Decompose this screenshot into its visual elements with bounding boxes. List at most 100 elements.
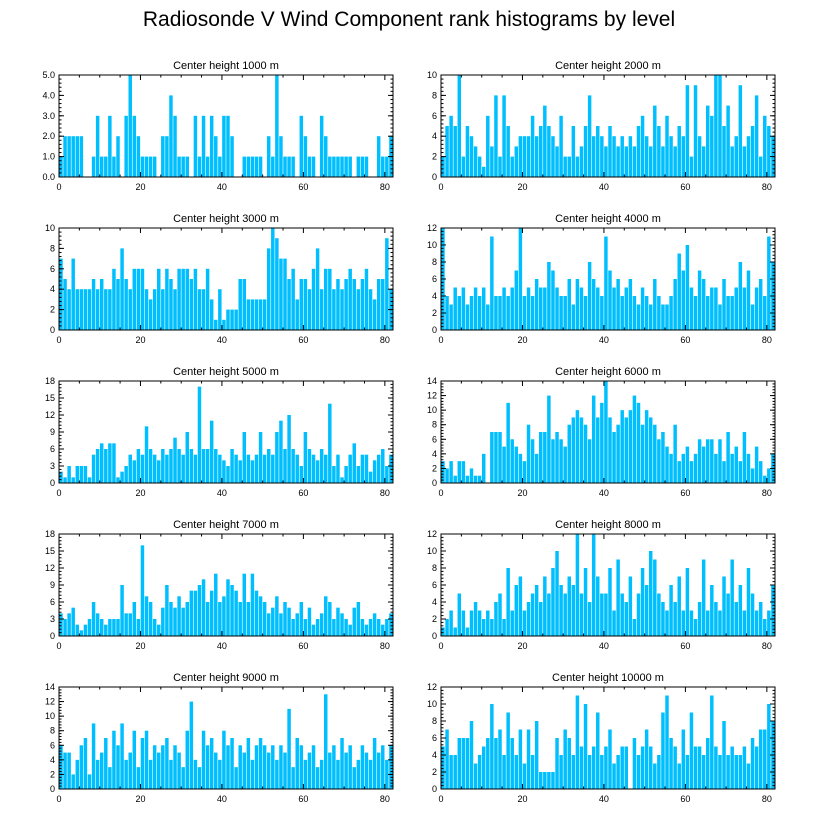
bar	[271, 228, 275, 330]
bar	[718, 439, 722, 483]
bar	[271, 156, 275, 177]
bar	[148, 299, 153, 330]
bar	[502, 95, 506, 177]
y-tick-label: 18	[45, 376, 55, 386]
bar	[71, 136, 75, 177]
bar	[315, 767, 320, 789]
bar	[640, 287, 645, 330]
bar	[661, 602, 665, 636]
bar	[653, 424, 657, 483]
bar	[112, 619, 116, 636]
bar	[473, 475, 478, 483]
bar	[132, 268, 137, 330]
bar	[71, 607, 75, 636]
bar	[510, 610, 514, 636]
bar	[340, 738, 344, 789]
x-tick-label: 0	[438, 182, 443, 192]
panel-title: Center height 6000 m	[555, 366, 661, 378]
bar	[685, 568, 690, 636]
bar	[763, 296, 767, 330]
bar	[364, 454, 369, 483]
bar	[307, 607, 312, 636]
bar	[477, 296, 482, 330]
bar	[169, 449, 173, 483]
bar	[332, 156, 336, 177]
bar	[59, 471, 63, 483]
bar	[104, 156, 108, 177]
bar	[604, 146, 608, 177]
bar	[526, 136, 531, 177]
bar	[291, 619, 295, 636]
bar	[461, 461, 466, 483]
plot-frame	[58, 74, 394, 178]
bar	[530, 593, 535, 636]
bar	[677, 253, 681, 330]
bar	[266, 449, 271, 483]
bar	[750, 304, 755, 330]
bar	[214, 449, 218, 483]
bar	[344, 752, 348, 789]
bar	[181, 454, 185, 483]
bar	[152, 156, 157, 177]
bar	[287, 708, 291, 789]
bar	[453, 627, 457, 636]
bar	[445, 619, 449, 636]
x-tick-label: 20	[135, 182, 145, 192]
bar	[502, 287, 506, 330]
bar	[701, 446, 706, 483]
x-tick-label: 60	[298, 182, 308, 192]
bar	[469, 610, 474, 636]
bar	[551, 772, 555, 789]
bar	[230, 738, 234, 789]
bar	[669, 296, 673, 330]
bar	[112, 156, 116, 177]
bar	[600, 593, 604, 636]
bar	[571, 126, 576, 177]
bar	[746, 763, 751, 789]
bar	[385, 156, 389, 177]
bar	[547, 593, 551, 636]
bar	[563, 446, 567, 483]
bar	[83, 289, 88, 330]
bar	[254, 590, 259, 636]
bar	[193, 454, 198, 483]
bar	[319, 613, 324, 636]
bar	[473, 287, 478, 330]
bar	[612, 610, 616, 636]
bar	[624, 602, 629, 636]
bar	[681, 729, 686, 789]
bar	[587, 95, 592, 177]
x-tick-label: 60	[298, 488, 308, 498]
bar	[567, 738, 571, 789]
panel-8: Center height 8000 m 0 20 40 60 80 0 2 4 6 8 10 12	[427, 519, 776, 651]
bar	[364, 752, 369, 789]
bar	[697, 270, 702, 330]
bar	[490, 704, 494, 789]
bar	[758, 279, 763, 330]
bar	[477, 475, 482, 483]
bar	[328, 403, 332, 483]
bar	[498, 593, 502, 636]
bar	[99, 279, 104, 330]
y-tick-label: 2.0	[42, 131, 55, 141]
bar	[661, 432, 665, 483]
bar	[348, 624, 352, 636]
x-tick-label: 80	[380, 488, 390, 498]
bar	[620, 593, 624, 636]
bar	[205, 602, 210, 636]
bar	[608, 568, 612, 636]
bar	[722, 461, 726, 483]
bar	[99, 619, 104, 636]
bar	[104, 624, 108, 636]
bar	[112, 443, 116, 483]
bar	[555, 146, 559, 177]
bar	[653, 279, 657, 330]
bar	[185, 432, 189, 483]
bar	[738, 585, 743, 636]
panel-6: Center height 6000 m 0 20 40 60 80 0 2 4 6 8 10 12 14	[427, 366, 776, 498]
bar	[128, 289, 132, 330]
bar	[75, 624, 80, 636]
bar	[669, 585, 673, 636]
bar	[336, 156, 340, 177]
